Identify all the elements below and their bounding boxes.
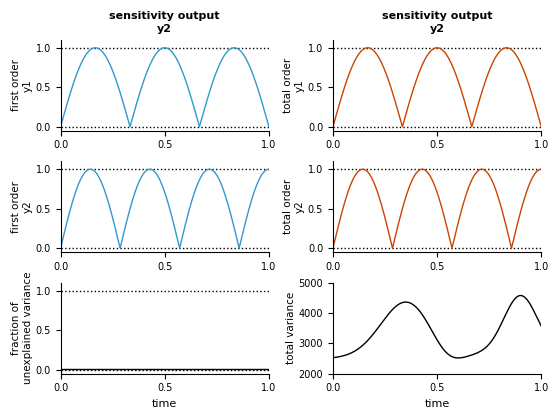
Y-axis label: fraction of
unexplained variance: fraction of unexplained variance [11, 272, 32, 384]
Title: sensitivity output
y2: sensitivity output y2 [382, 11, 492, 34]
X-axis label: time: time [424, 399, 450, 409]
X-axis label: time: time [152, 399, 178, 409]
Title: sensitivity output
y2: sensitivity output y2 [110, 11, 220, 34]
Y-axis label: first order
y1: first order y1 [11, 59, 32, 111]
Y-axis label: total order
y1: total order y1 [283, 58, 305, 113]
Y-axis label: first order
y2: first order y2 [11, 181, 32, 233]
Y-axis label: total order
y2: total order y2 [283, 179, 305, 234]
Y-axis label: total variance: total variance [286, 292, 296, 364]
